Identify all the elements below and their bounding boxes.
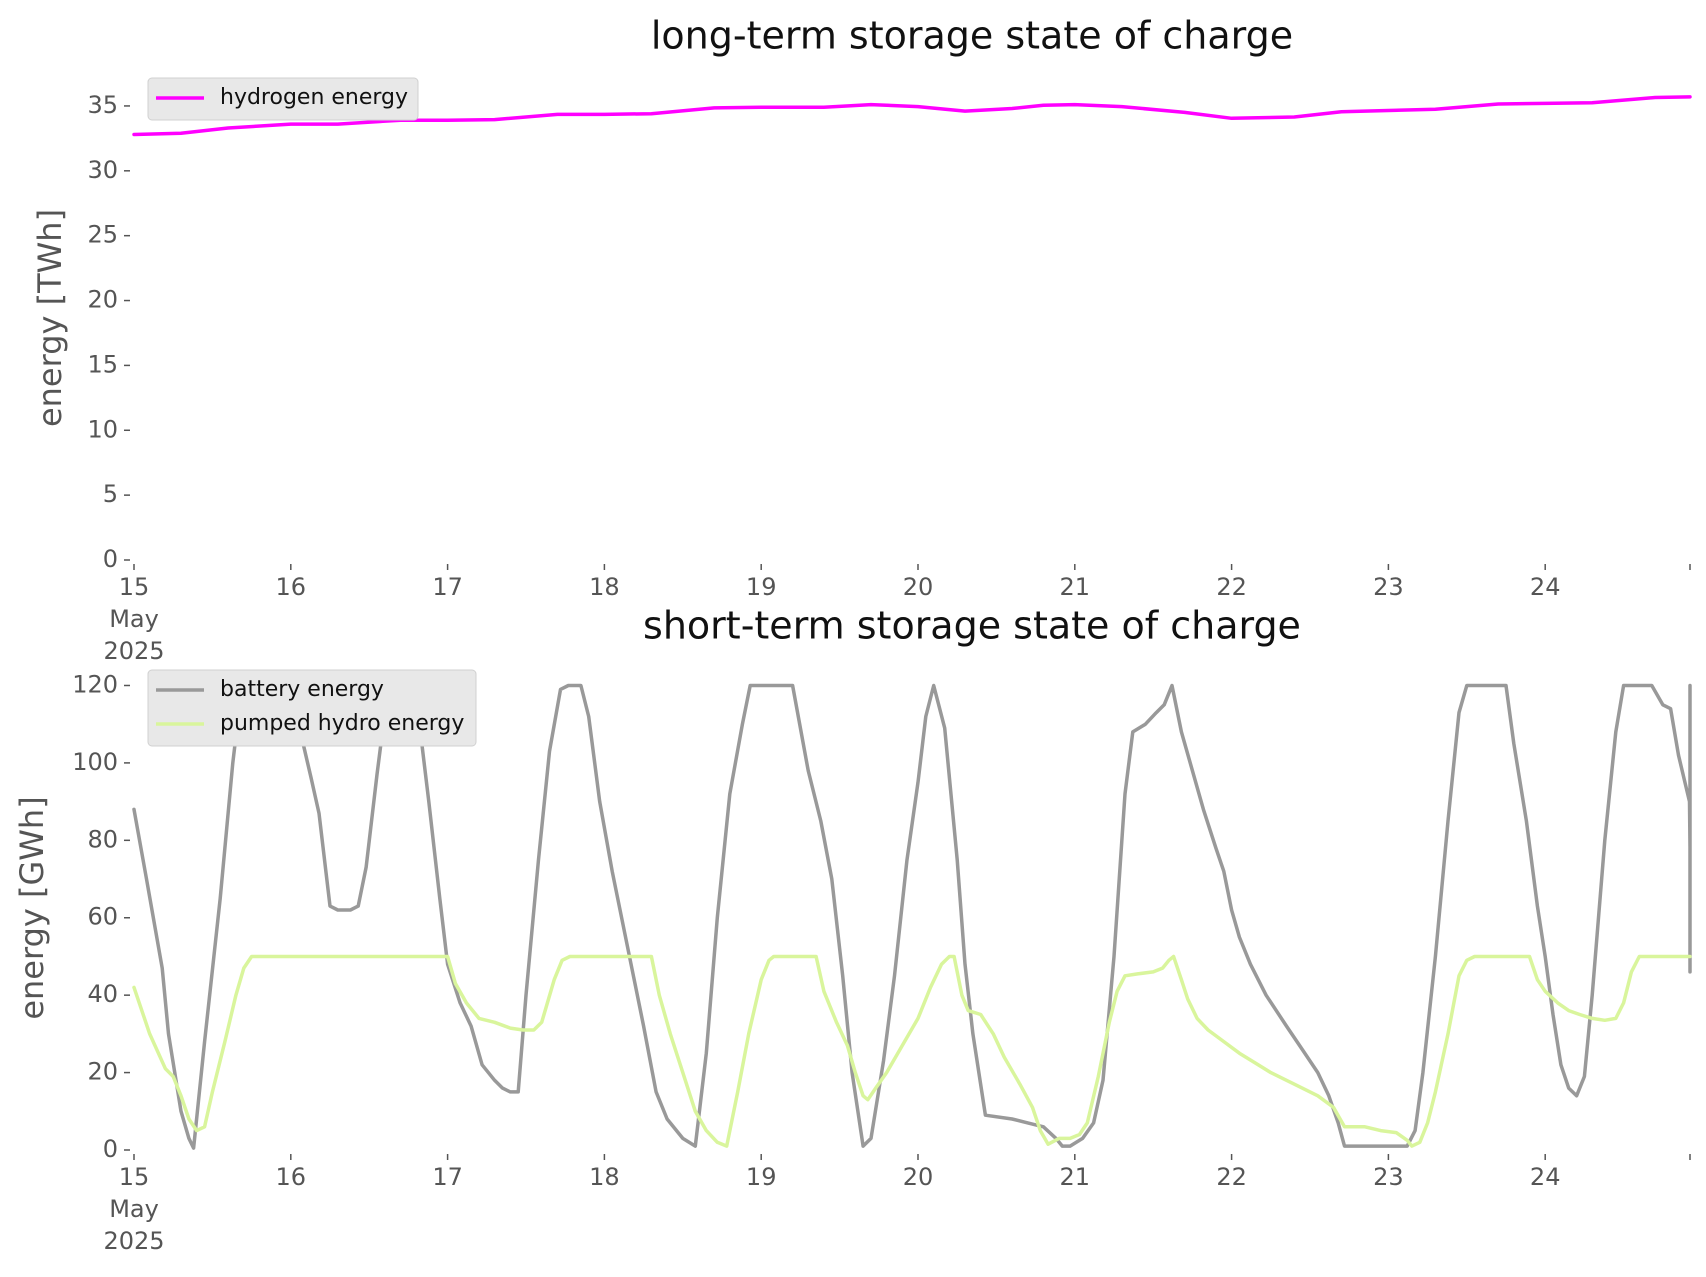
x-tick-label: 19 (746, 573, 777, 601)
chart-panel-1: long-term storage state of charge energy … (31, 14, 1692, 665)
y-tick-label: 80 (87, 825, 118, 853)
x-tick-label: 20 (903, 1163, 934, 1191)
y-tick-label: 10 (87, 415, 118, 443)
x-tick-label: 16 (276, 573, 307, 601)
y-tick-label: 30 (87, 156, 118, 184)
y-tick-label: 0 (103, 1135, 118, 1163)
x-tick-label: 22 (1216, 1163, 1247, 1191)
x-tick-label: 18 (589, 1163, 620, 1191)
x-tick-label: 15 (119, 573, 150, 601)
x-tick-label: 21 (1060, 1163, 1091, 1191)
x-tick-label: 18 (589, 573, 620, 601)
x-tick-label: 23 (1373, 573, 1404, 601)
x-tick-label: 24 (1530, 573, 1561, 601)
y-axis-label: energy [TWh] (31, 209, 69, 427)
x-tick-label: 16 (276, 1163, 307, 1191)
x-tick-label: 2025 (103, 1227, 164, 1255)
y-tick-label: 5 (103, 480, 118, 508)
series-line-pumped-hydro-energy (132, 954, 1692, 1148)
y-tick-label: 25 (87, 221, 118, 249)
y-tick-label: 15 (87, 350, 118, 378)
y-tick-label: 0 (103, 545, 118, 573)
x-tick-label: 17 (432, 1163, 463, 1191)
legend-box (147, 77, 419, 121)
y-tick-label: 20 (87, 1058, 118, 1086)
x-tick-label: May (109, 1195, 159, 1223)
x-tick-label: 2025 (103, 637, 164, 665)
x-tick-label: 24 (1530, 1163, 1561, 1191)
series-line-battery-energy (132, 683, 1692, 1150)
legend-label: hydrogen energy (220, 85, 408, 110)
chart-title: long-term storage state of charge (651, 14, 1293, 58)
x-tick-label: 23 (1373, 1163, 1404, 1191)
x-tick-label: May (109, 605, 159, 633)
y-tick-label: 100 (72, 748, 118, 776)
legend-box (147, 669, 477, 747)
x-tick-label: 20 (903, 573, 934, 601)
y-axis-label: energy [GWh] (13, 796, 51, 1019)
chart-title: short-term storage state of charge (643, 604, 1301, 648)
y-tick-label: 40 (87, 980, 118, 1008)
legend-label: battery energy (220, 677, 384, 702)
legend-label: pumped hydro energy (220, 711, 464, 736)
x-tick-label: 21 (1060, 573, 1091, 601)
y-tick-label: 35 (87, 91, 118, 119)
x-tick-label: 15 (119, 1163, 150, 1191)
y-tick-label: 120 (72, 670, 118, 698)
y-tick-label: 60 (87, 903, 118, 931)
x-tick-label: 19 (746, 1163, 777, 1191)
chart-panel-2: short-term storage state of charge energy… (13, 604, 1692, 1255)
x-tick-label: 17 (432, 573, 463, 601)
y-tick-label: 20 (87, 286, 118, 314)
x-tick-label: 22 (1216, 573, 1247, 601)
